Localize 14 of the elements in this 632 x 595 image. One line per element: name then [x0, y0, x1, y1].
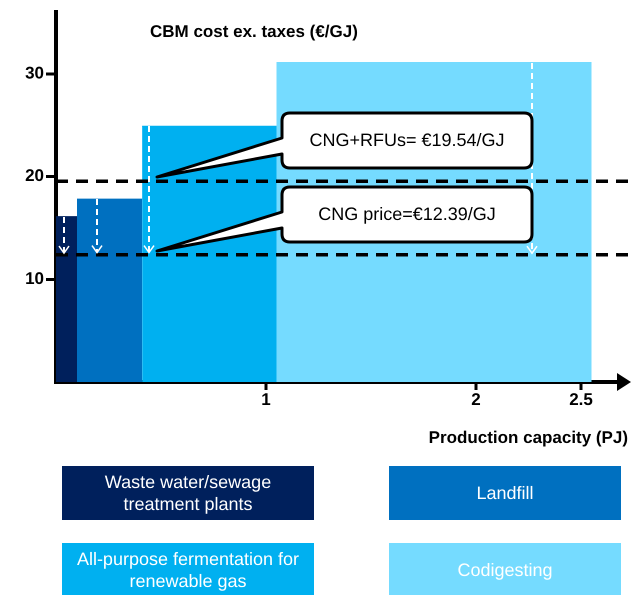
y-tick-label: 10	[25, 268, 44, 288]
text: Waste water/sewage treatment plants	[62, 466, 314, 520]
x-tick-label: 1	[261, 390, 271, 409]
ref-line-label: CNG price=€12.39/GJ	[317, 202, 497, 226]
y-tick-label: 20	[25, 166, 44, 186]
x-tick-label: 2.5	[569, 390, 593, 409]
ref-line-label: CNG+RFUs= €19.54/GJ	[308, 129, 506, 152]
x-axis-title: Production capacity (PJ)	[428, 428, 628, 448]
x-tick-label: 2	[471, 390, 481, 409]
y-tick-label: 30	[25, 64, 44, 83]
text: Landfill	[389, 466, 621, 520]
text: All-purpose fermentation for renewable gas	[62, 543, 314, 595]
y-axis-title: CBM cost ex. taxes (€/GJ)	[150, 22, 358, 42]
text: Codigesting	[389, 543, 621, 595]
